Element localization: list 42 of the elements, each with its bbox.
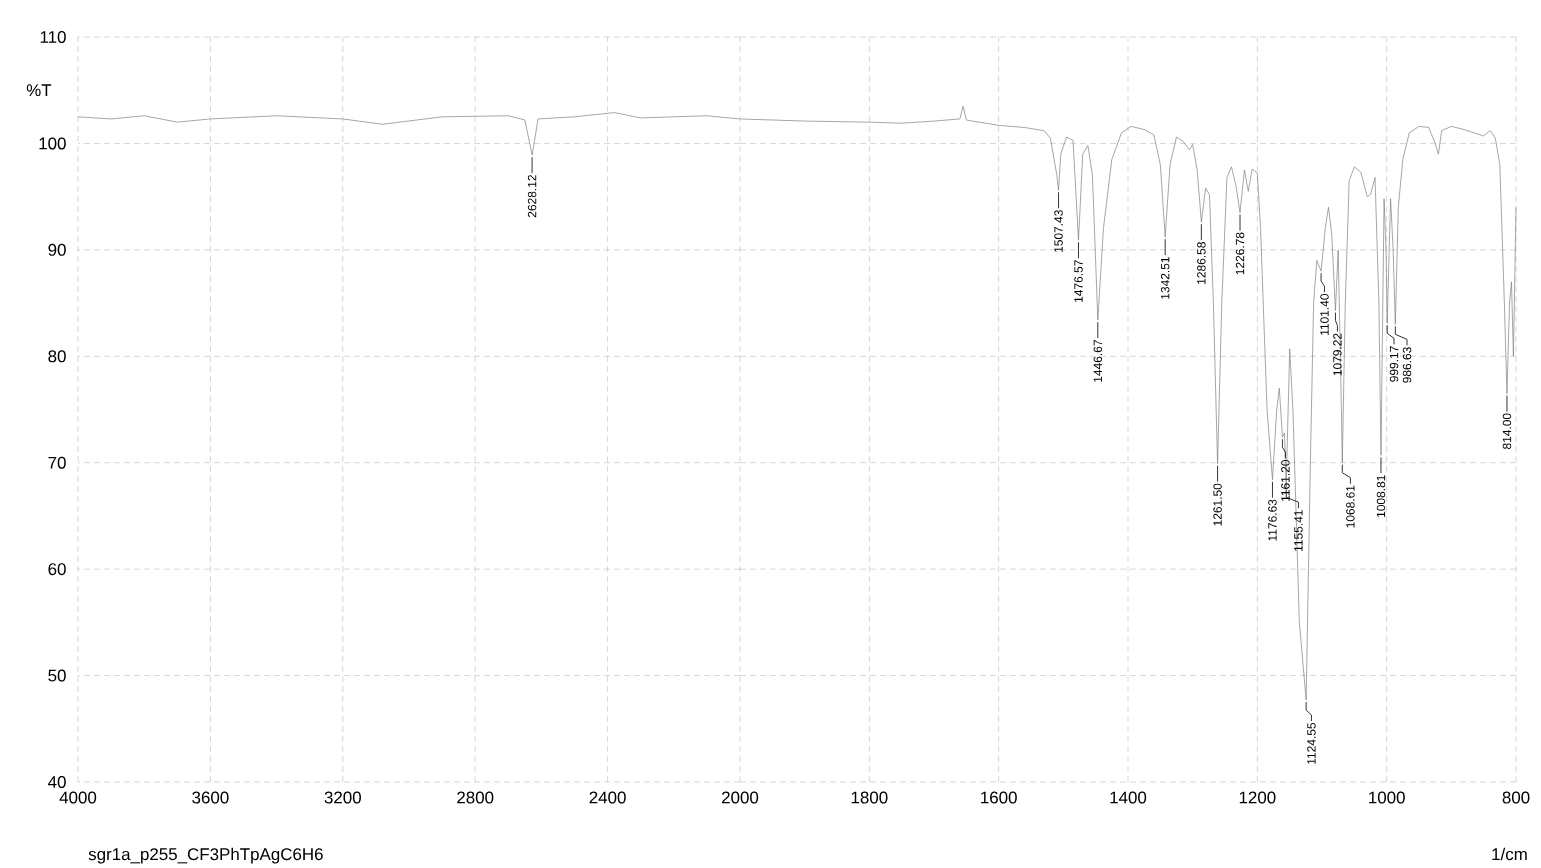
annotation: 1226.78 <box>1235 232 1245 275</box>
annotation: 1476.57 <box>1074 260 1083 302</box>
annotation: 1446.67 <box>1093 340 1103 382</box>
x-tick-label: 800 <box>1502 791 1530 804</box>
y-tick-label: 60 <box>48 563 66 576</box>
annotation: 1507.43 <box>1054 210 1063 252</box>
annotation: 1079.22 <box>1333 333 1342 376</box>
y-tick-label: 40 <box>48 776 66 788</box>
annotation: 1161.20 <box>1281 460 1290 501</box>
y-tick-label: 50 <box>48 669 66 682</box>
y-tick-label: 70 <box>48 456 66 469</box>
x-tick-label: 3200 <box>324 791 361 804</box>
annotation: 1286.58 <box>1197 242 1206 284</box>
x-tick-label: 1600 <box>981 791 1017 804</box>
x-tick-label: 1400 <box>1110 791 1147 804</box>
x-tick-label: 2800 <box>457 791 494 804</box>
annotation: 1068.61 <box>1346 485 1355 528</box>
y-tick-label: 80 <box>48 350 66 363</box>
annotation: 1101.40 <box>1320 294 1329 335</box>
x-tick-label: 2000 <box>722 791 759 804</box>
y-tick-label: 110 <box>40 31 66 43</box>
annotation: 2628.12 <box>527 175 537 218</box>
annotation: 1155.41 <box>1294 510 1303 552</box>
text: sgr1a_p255_CF3PhTpAgC6H6 <box>88 847 323 864</box>
annotation: 999.17 <box>1389 346 1399 382</box>
x-tick-label: 1000 <box>1369 791 1405 804</box>
annotation: 814.00 <box>1502 413 1512 449</box>
annotation: 1261.50 <box>1213 483 1222 526</box>
x-axis-title: 1/cm <box>1492 847 1527 861</box>
x-tick-label: 1200 <box>1239 791 1276 804</box>
annotation: 1342.51 <box>1160 257 1170 299</box>
x-tick-label: 4000 <box>59 791 97 804</box>
x-tick-label: 3600 <box>192 791 229 804</box>
annotation: 1124.55 <box>1307 722 1316 764</box>
x-tick-label: 1800 <box>851 791 888 804</box>
x-tick-label: 2400 <box>589 791 626 804</box>
y-axis-title: %T <box>26 84 52 97</box>
y-tick-label: 100 <box>39 137 66 150</box>
annotation: 1008.81 <box>1376 475 1386 517</box>
y-tick-label: 90 <box>48 243 66 256</box>
annotation: 986.63 <box>1402 347 1412 383</box>
annotation: 1176.63 <box>1268 499 1277 541</box>
